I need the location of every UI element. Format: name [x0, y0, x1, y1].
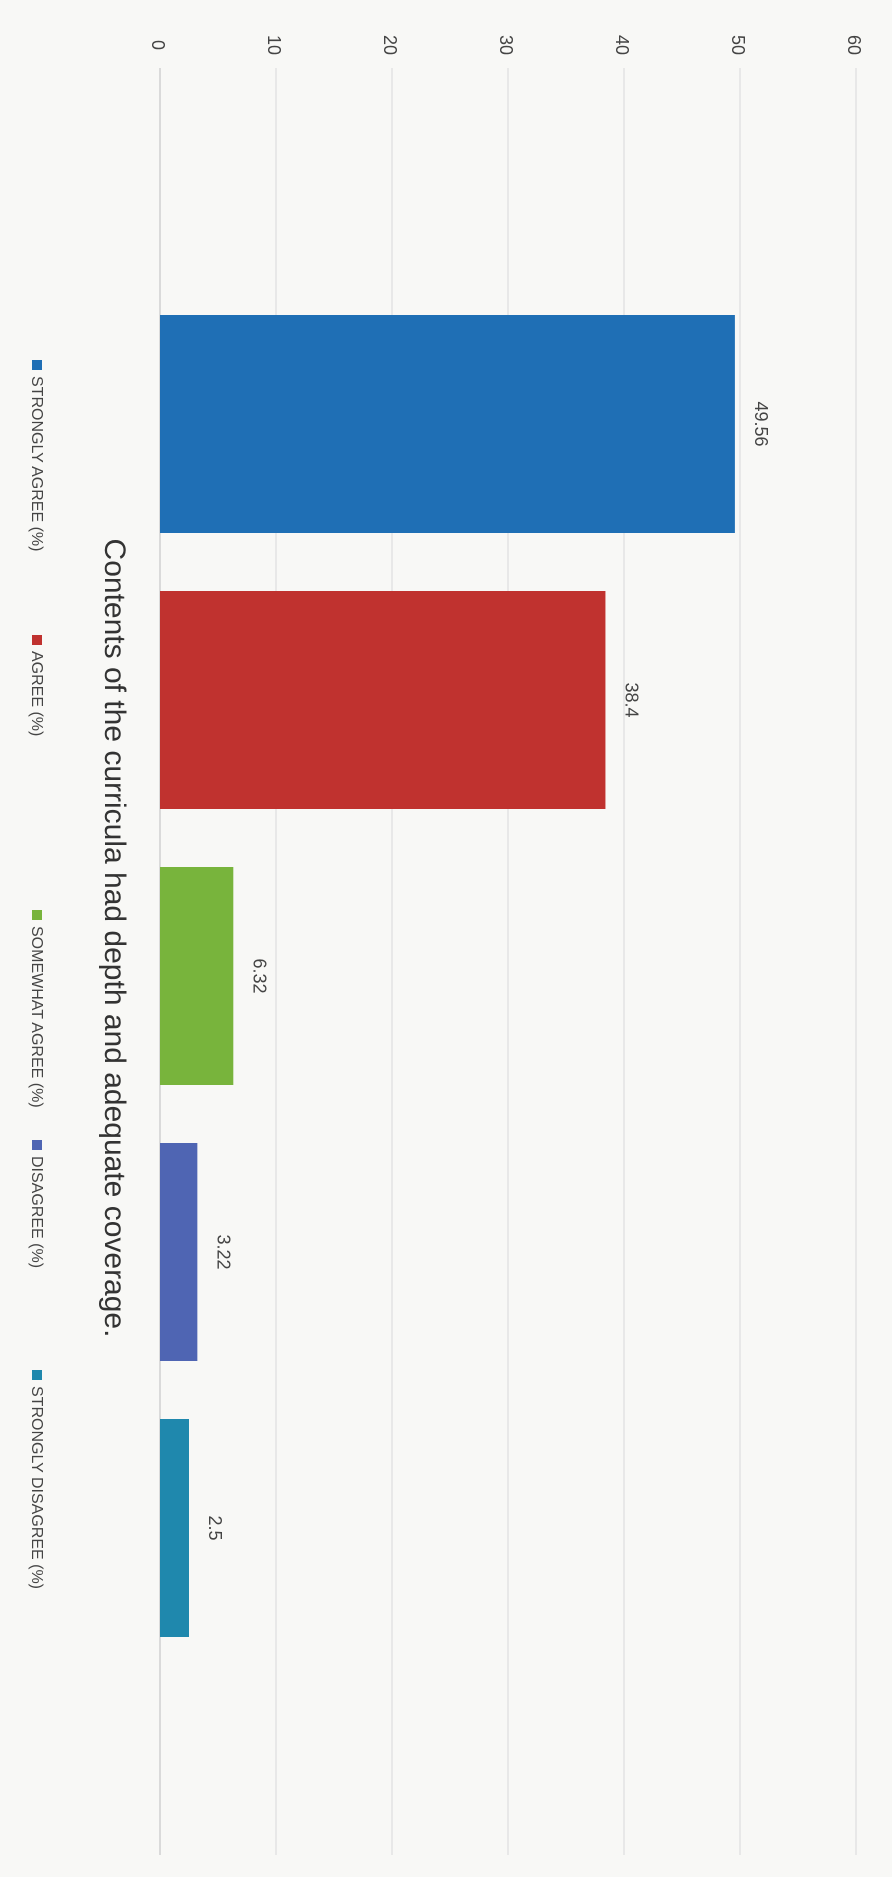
legend-swatch	[32, 360, 42, 370]
legend-label: STRONGLY AGREE (%)	[28, 376, 45, 551]
legend-swatch	[32, 910, 42, 920]
tick-label: 20	[380, 35, 400, 55]
legend-swatch	[32, 1140, 42, 1150]
chart-title: Contents of the curricula had depth and …	[98, 539, 131, 1338]
bar	[160, 1143, 198, 1361]
data-label: 49.56	[751, 401, 771, 446]
data-label: 6.32	[249, 958, 269, 993]
tick-label: 60	[844, 35, 864, 55]
bars	[160, 315, 735, 1637]
data-label: 38.4	[621, 682, 641, 717]
legend-label: AGREE (%)	[28, 651, 45, 736]
legend-label: DISAGREE (%)	[28, 1156, 45, 1268]
tick-label: 40	[612, 35, 632, 55]
data-label: 2.5	[205, 1515, 225, 1540]
bar	[160, 315, 735, 533]
bar	[160, 591, 606, 809]
tick-label: 30	[496, 35, 516, 55]
data-label: 3.22	[213, 1234, 233, 1269]
legend-label: SOMEWHAT AGREE (%)	[28, 926, 45, 1108]
bar	[160, 867, 234, 1085]
bar	[160, 1419, 189, 1637]
legend-swatch	[32, 1370, 42, 1380]
legend: STRONGLY AGREE (%) AGREE (%) SOMEWHAT AGRE…	[28, 360, 45, 1589]
tick-label: 10	[264, 35, 284, 55]
legend-swatch	[32, 635, 42, 645]
legend-label: STRONGLY DISAGREE (%)	[28, 1386, 45, 1589]
tick-label: 50	[728, 35, 748, 55]
tick-label: 0	[148, 40, 168, 50]
data-labels: 49.56 38.4 6.32 3.22 2.5	[205, 401, 771, 1540]
axis-ticks: 0 10 20 30 40 50 60	[148, 35, 864, 55]
